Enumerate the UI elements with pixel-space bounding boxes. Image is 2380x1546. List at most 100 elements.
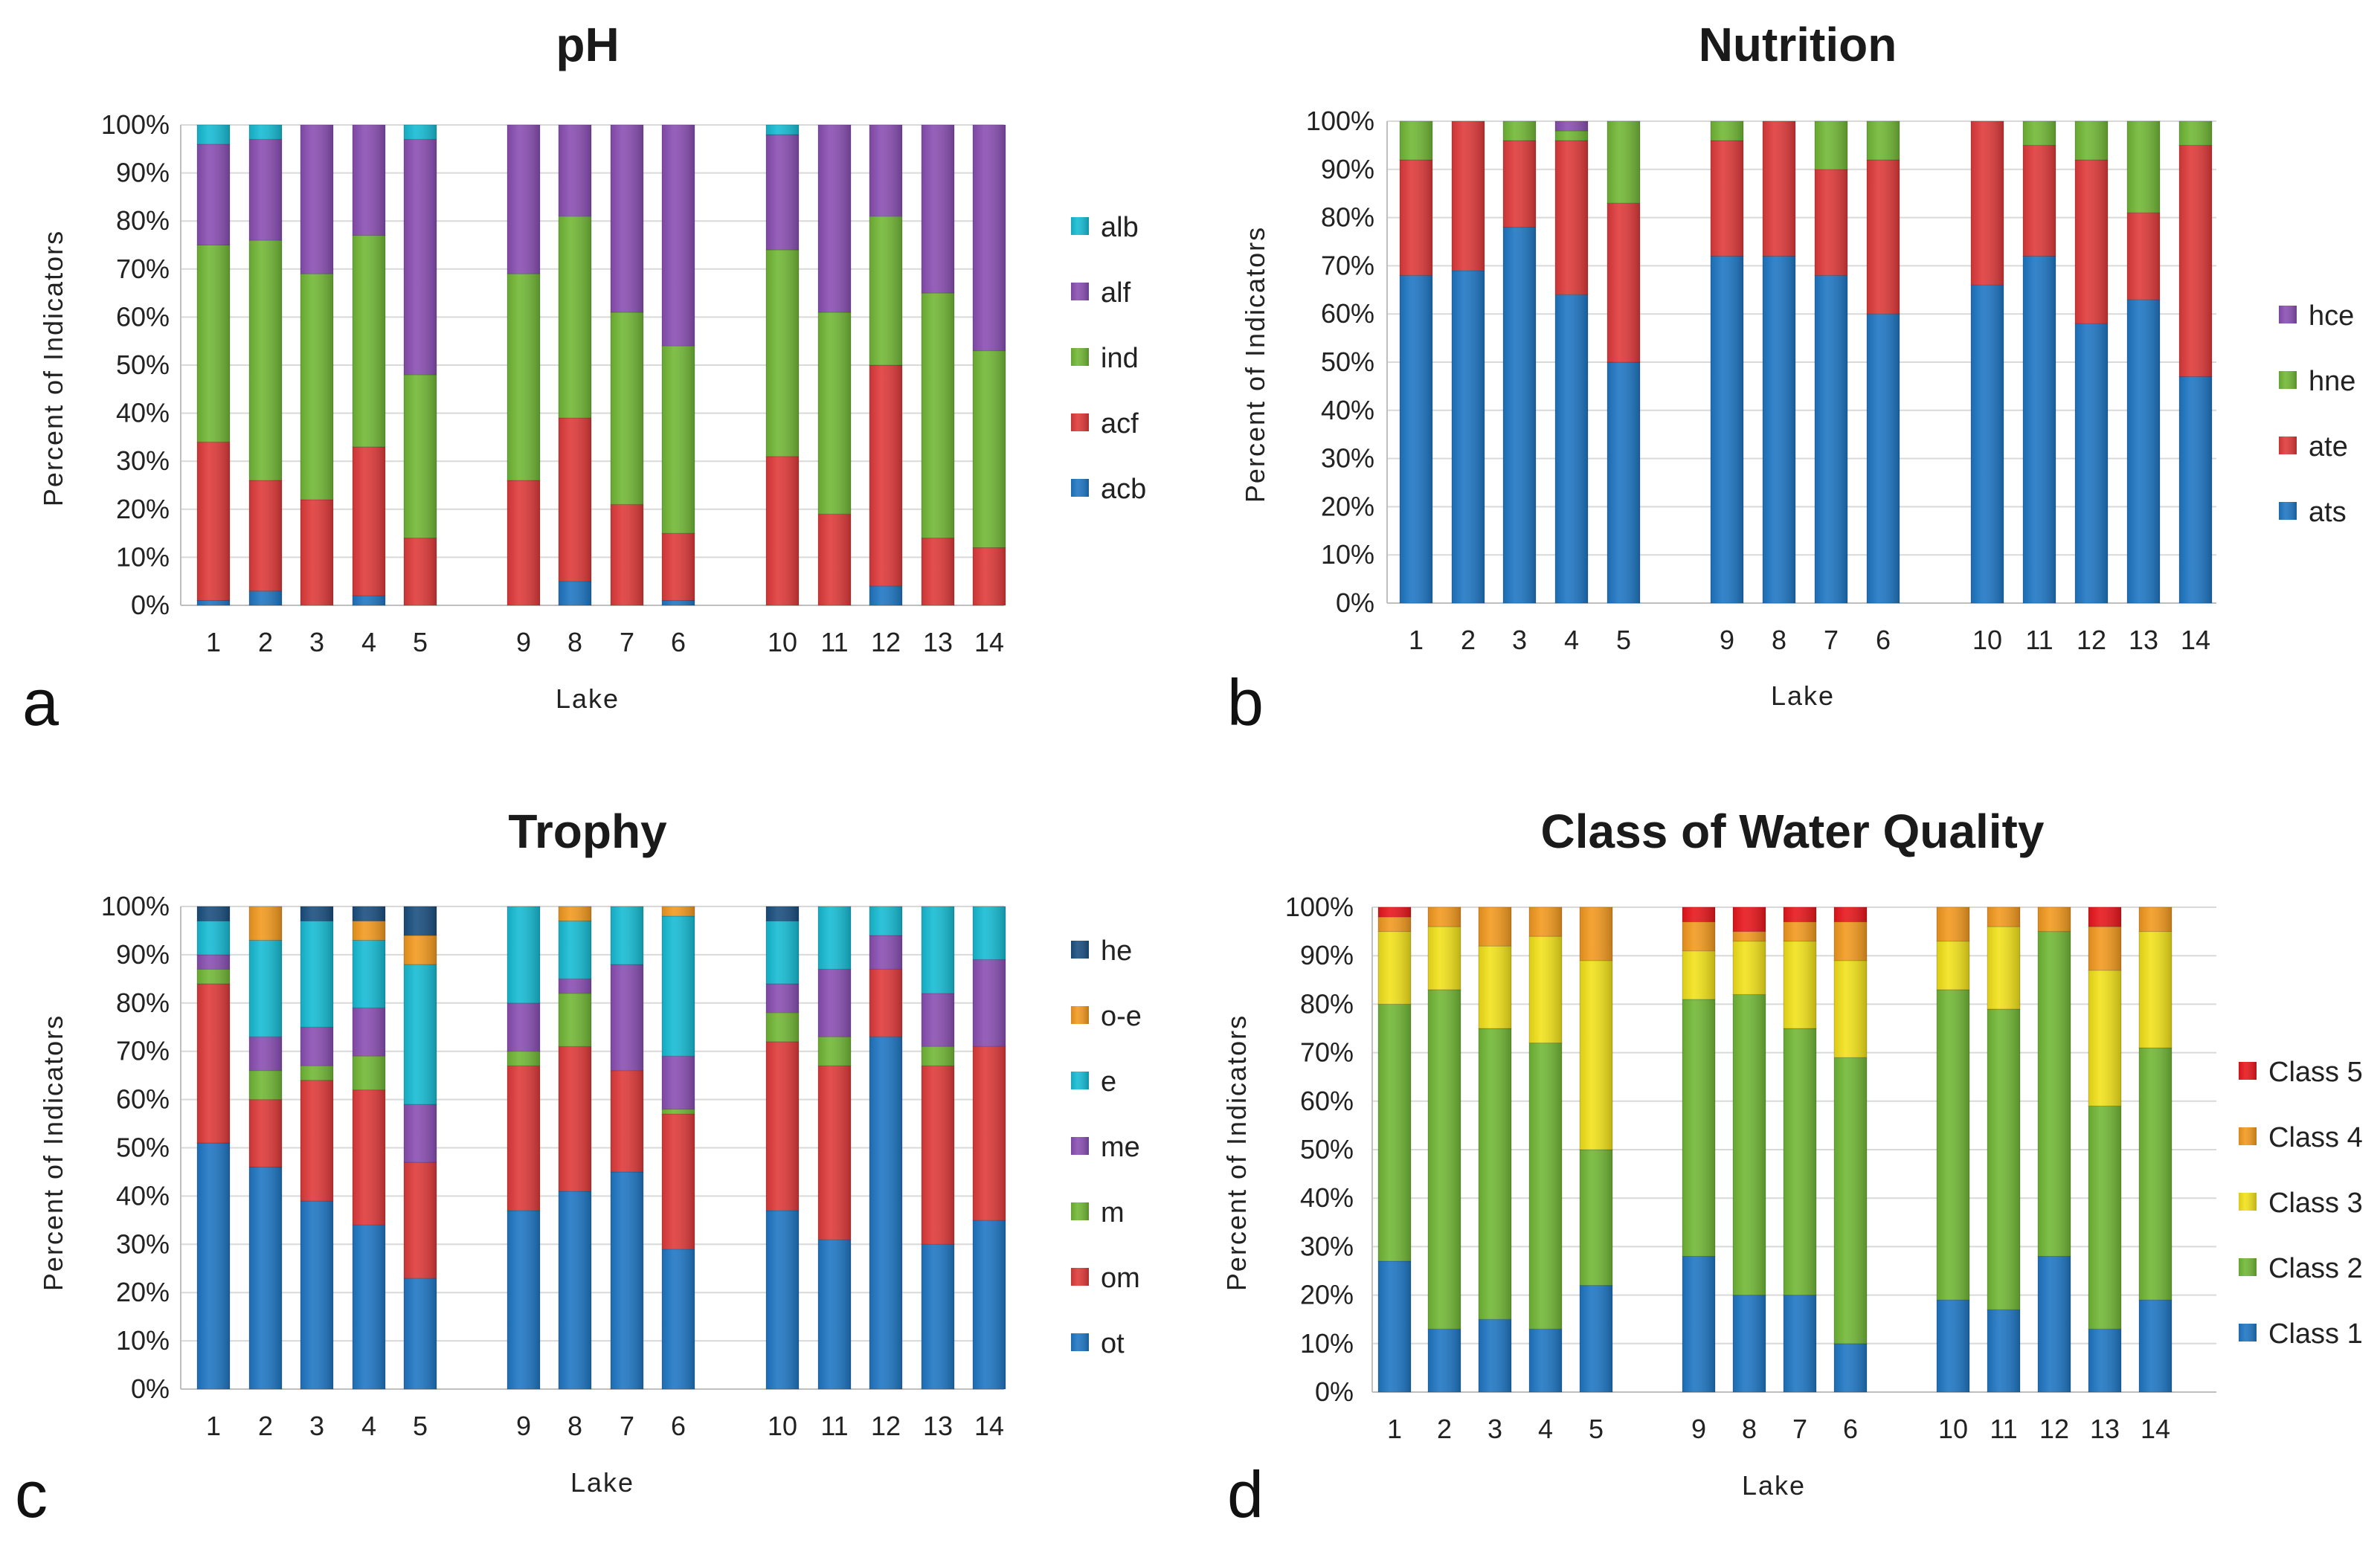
bar-segment-shade	[1987, 1310, 2020, 1392]
bar-segment-shade	[249, 240, 282, 481]
bar-segment-shade	[507, 906, 540, 1003]
bar-segment-shade	[766, 921, 799, 984]
bar-segment-shade	[404, 1278, 437, 1389]
bar-segment-shade	[2139, 1300, 2172, 1392]
bar-segment-shade	[611, 504, 643, 605]
bar-segment-shade	[1555, 294, 1588, 603]
x-tick-label: 12	[871, 627, 901, 657]
x-tick-label: 9	[1691, 1414, 1706, 1444]
bar-segment-shade	[2038, 1256, 2071, 1392]
y-tick-label: 90%	[1300, 940, 1354, 970]
x-tick-label: 8	[1742, 1414, 1757, 1444]
legend-label: hne	[2309, 366, 2355, 397]
bar-segment-shade	[2179, 121, 2212, 146]
legend-swatch-shade	[2279, 371, 2297, 389]
bar-segment-shade	[1529, 1329, 1562, 1392]
bar-segment-shade	[559, 1046, 591, 1191]
bar-segment-shade	[1834, 960, 1867, 1058]
bar-segment-shade	[2088, 1106, 2121, 1330]
bar-segment-shade	[353, 1089, 385, 1225]
bar-segment-shade	[2023, 121, 2056, 146]
y-tick-label: 10%	[116, 1325, 170, 1356]
bar-segment-shade	[1733, 1295, 1766, 1392]
bar-segment-shade	[249, 940, 282, 1037]
bar-segment-shade	[1428, 1329, 1461, 1392]
bar-segment-shade	[1378, 931, 1411, 1005]
x-tick-label: 1	[206, 627, 221, 657]
bar-segment-shade	[559, 581, 591, 605]
bar-segment-shade	[197, 245, 230, 442]
bar-segment-shade	[766, 249, 799, 457]
legend-swatch-shade	[1071, 1333, 1089, 1351]
bar-segment-shade	[766, 125, 799, 135]
bar-segment-shade	[818, 1037, 851, 1066]
legend-swatch-shade	[2239, 1193, 2257, 1211]
y-tick-label: 70%	[1321, 250, 1374, 280]
bar-segment-shade	[611, 1171, 643, 1389]
bar-segment-shade	[2139, 1048, 2172, 1301]
bar-segment-shade	[197, 921, 230, 955]
x-tick-label: 1	[206, 1411, 221, 1441]
x-tick-label: 4	[361, 627, 376, 657]
bar-segment-shade	[353, 235, 385, 447]
bar-segment-shade	[1503, 140, 1536, 228]
legend-label: Class 2	[2268, 1253, 2363, 1284]
y-tick-label: 50%	[1321, 347, 1374, 377]
x-tick-label: 8	[567, 1411, 582, 1441]
chart-ph: pH Percent of Indicators Lake a 0% 10% 20%…	[22, 18, 1146, 739]
legend-label: Class 3	[2268, 1188, 2363, 1219]
y-tick-label: 100%	[1306, 106, 1374, 136]
bar-segment-shade	[300, 921, 333, 1028]
legend-swatch-shade	[1071, 348, 1089, 366]
legend-label: ind	[1101, 343, 1139, 374]
bar-segment-shade	[559, 979, 591, 993]
x-tick-label: 5	[1616, 625, 1631, 655]
bar-segment-shade	[2139, 931, 2172, 1049]
bar-segment-shade	[404, 139, 437, 375]
x-axis-label: Lake	[1771, 680, 1835, 711]
chart-water-quality: Class of Water Quality Percent of Indica…	[1221, 805, 2363, 1531]
bar-segment-shade	[1452, 270, 1485, 603]
y-axis-label: Percent of Indicators	[38, 1014, 68, 1291]
bar-segment-shade	[1815, 169, 1847, 276]
bar-segment-shade	[818, 1066, 851, 1240]
bar-segment-shade	[1867, 159, 1900, 315]
y-tick-label: 10%	[116, 541, 170, 572]
x-tick-label: 11	[1990, 1414, 2017, 1444]
bar-segment-shade	[973, 350, 1006, 548]
bar-segment-shade	[2075, 159, 2108, 324]
legend-label: alb	[1101, 212, 1139, 243]
legend-label: he	[1101, 935, 1132, 967]
bar-segment-shade	[1479, 946, 1511, 1028]
x-tick-label: 4	[1538, 1414, 1553, 1444]
x-tick-label: 14	[974, 627, 1004, 657]
bar-segment-shade	[404, 1104, 437, 1162]
bar-segment-shade	[662, 1249, 695, 1389]
bar-segment-shade	[300, 1027, 333, 1066]
x-tick-label: 8	[1772, 625, 1786, 655]
bar-segment-shade	[1815, 275, 1847, 603]
y-tick-label: 80%	[1300, 988, 1354, 1019]
bar-segment-shade	[353, 940, 385, 1008]
bar-segment-shade	[1784, 1295, 1816, 1392]
y-tick-label: 0%	[1336, 587, 1374, 618]
bar-segment-shade	[1529, 936, 1562, 1043]
y-tick-label: 30%	[116, 445, 170, 476]
bar-segment-shade	[1937, 1300, 1969, 1392]
y-tick-label: 20%	[1300, 1280, 1354, 1310]
x-tick-label: 11	[820, 627, 848, 657]
panel-label: d	[1227, 1458, 1264, 1531]
bar-segment-shade	[662, 1114, 695, 1249]
bar-segment-shade	[249, 125, 282, 140]
bar-segment-shade	[1784, 941, 1816, 1028]
x-tick-label: 13	[923, 1411, 953, 1441]
bar-segment-shade	[249, 1070, 282, 1100]
bar-segment-shade	[353, 1056, 385, 1090]
legend-swatch-shade	[2279, 306, 2297, 323]
legend-label: alf	[1101, 277, 1131, 309]
bar-segment-shade	[1733, 907, 1766, 932]
y-tick-label: 50%	[116, 350, 170, 380]
legend-swatch-shade	[1071, 413, 1089, 431]
legend-swatch-shade	[2279, 502, 2297, 520]
y-tick-label: 80%	[1321, 202, 1374, 233]
